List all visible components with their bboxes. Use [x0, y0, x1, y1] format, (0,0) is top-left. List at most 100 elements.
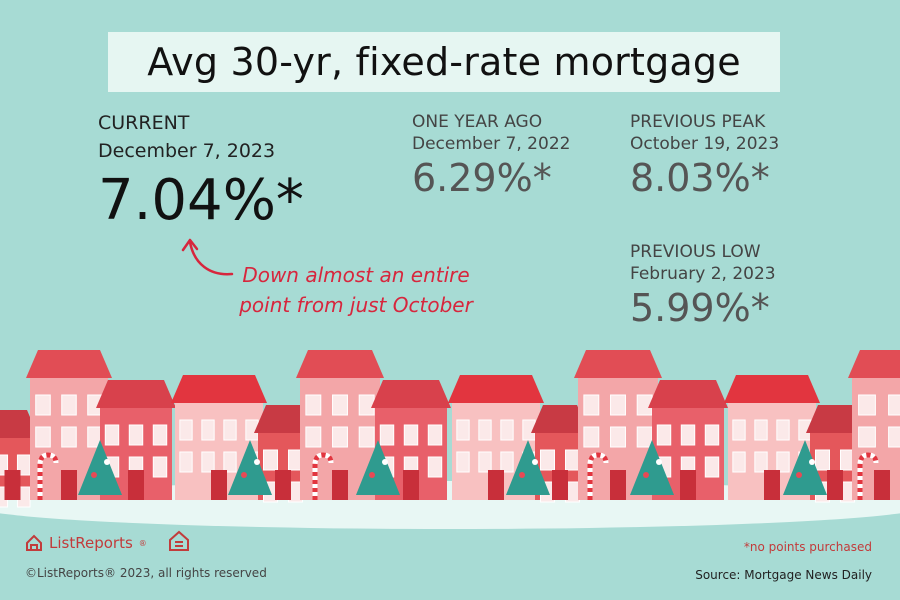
year-ago-label: ONE YEAR AGO — [412, 112, 543, 132]
previous-low-value: 5.99%* — [630, 286, 770, 330]
previous-low-date: February 2, 2023 — [630, 264, 776, 284]
source-text: Source: Mortgage News Daily — [695, 568, 872, 582]
house-roof — [96, 380, 176, 408]
house-window — [35, 394, 51, 416]
tree-ornament — [382, 459, 388, 465]
house-logo-icon — [26, 534, 42, 551]
house-window — [565, 449, 580, 471]
house-window — [403, 424, 419, 446]
house-window — [263, 449, 278, 471]
tree-ornament — [532, 459, 538, 465]
house-window — [636, 426, 653, 448]
house-window — [656, 424, 672, 446]
year-ago-block: ONE YEAR AGO December 7, 2022 6.29%* — [412, 112, 570, 200]
christmas-tree — [78, 440, 122, 495]
house-window — [128, 424, 144, 446]
year-ago-value: 6.29%* — [412, 156, 552, 200]
christmas-tree — [630, 440, 674, 495]
christmas-tree — [356, 440, 400, 495]
house-window — [776, 419, 790, 441]
house-window — [754, 451, 768, 473]
annotation-line-1: Down almost an entire — [242, 263, 470, 287]
house-roof — [531, 405, 589, 433]
house-door — [610, 470, 626, 500]
house-roof — [296, 350, 384, 378]
candy-cane-stripes — [857, 452, 879, 500]
house-window — [104, 424, 120, 446]
tree-ornament — [241, 472, 247, 478]
previous-low-block: PREVIOUS LOW February 2, 2023 5.99%* — [630, 242, 776, 330]
curved-arrow-icon — [181, 238, 234, 276]
house-window — [201, 451, 215, 473]
tree-ornament — [254, 459, 260, 465]
copyright-text: ©ListReports® 2023, all rights reserved — [25, 566, 267, 580]
house-window — [888, 426, 900, 448]
house-roof — [574, 350, 662, 378]
house-roof — [648, 380, 728, 408]
holiday-houses-illustration — [0, 350, 900, 529]
house-window — [179, 419, 193, 441]
house-door — [128, 470, 144, 500]
current-value: 7.04%* — [98, 168, 304, 233]
annotation-note: Down almost an entire point from just Oc… — [226, 260, 486, 320]
house-window — [540, 449, 555, 471]
house-window — [858, 394, 876, 416]
house-roof — [848, 350, 900, 378]
house-window — [179, 451, 193, 473]
house-window — [332, 426, 348, 448]
house-window — [815, 449, 830, 471]
candy-cane-stripes — [37, 452, 59, 500]
house-window — [500, 419, 514, 441]
house-window — [223, 419, 237, 441]
house-window — [201, 419, 215, 441]
brand-footer: ListReports ® ©ListReports® 2023, all rig… — [25, 534, 267, 580]
title-banner: Avg 30-yr, fixed-rate mortgage — [108, 32, 780, 92]
previous-peak-label: PREVIOUS PEAK — [630, 112, 766, 132]
tree-ornament — [519, 472, 525, 478]
current-label: CURRENT — [98, 112, 190, 134]
previous-peak-block: PREVIOUS PEAK October 19, 2023 8.03%* — [630, 112, 779, 200]
house-window — [610, 394, 626, 416]
tree-ornament — [656, 459, 662, 465]
house-roof — [724, 375, 820, 403]
equal-housing-icon — [169, 530, 189, 551]
tree-ornament — [796, 472, 802, 478]
christmas-tree — [506, 440, 550, 495]
candy-cane-stripes — [587, 452, 609, 500]
house-window — [754, 419, 768, 441]
house-window — [583, 426, 600, 448]
previous-peak-value: 8.03%* — [630, 156, 770, 200]
house-window — [379, 424, 395, 446]
house-window — [35, 426, 51, 448]
house-roof — [806, 405, 864, 433]
house-roof — [171, 375, 267, 403]
house-door — [680, 470, 696, 500]
house-door — [827, 470, 843, 500]
house-window — [456, 419, 470, 441]
house-door — [211, 470, 227, 500]
house-window — [305, 426, 322, 448]
house-window — [680, 424, 696, 446]
house-window — [478, 419, 492, 441]
annotation-line-2: point from just October — [239, 293, 473, 317]
house-roof — [26, 350, 112, 378]
current-date: December 7, 2023 — [98, 140, 276, 162]
listreports-logo[interactable]: ListReports ® — [25, 534, 267, 552]
house-door — [764, 470, 780, 500]
house-window — [583, 394, 600, 416]
house-door — [275, 470, 291, 500]
tree-ornament — [643, 472, 649, 478]
house-window — [704, 456, 720, 478]
candy-cane-stripes — [312, 452, 334, 500]
house-window — [61, 426, 77, 448]
tree-ornament — [369, 472, 375, 478]
house-window — [888, 394, 900, 416]
house-roof — [0, 410, 39, 438]
house-window — [152, 424, 168, 446]
house-window — [500, 451, 514, 473]
house-window — [858, 426, 876, 448]
previous-low-label: PREVIOUS LOW — [630, 242, 761, 262]
house-window — [223, 451, 237, 473]
house-window — [0, 454, 9, 476]
house-door — [488, 470, 504, 500]
